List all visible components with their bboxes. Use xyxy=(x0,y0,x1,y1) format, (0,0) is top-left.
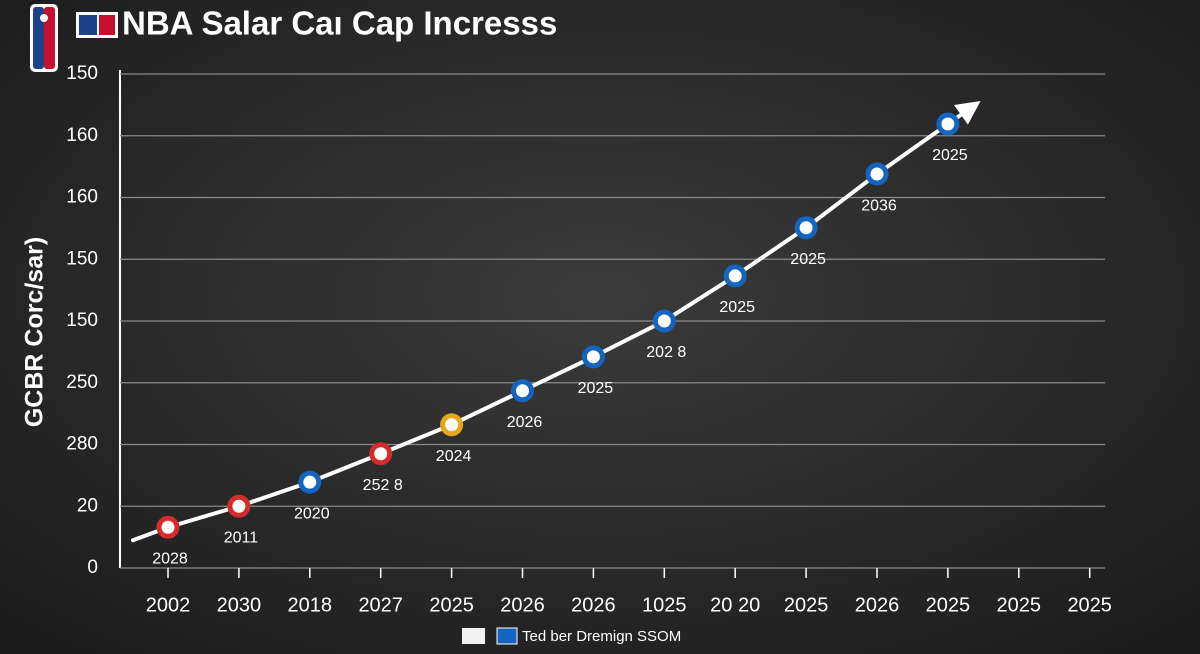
point-label: 2028 xyxy=(152,550,188,567)
x-tick-label: 2025 xyxy=(429,594,474,616)
legend-swatch-line xyxy=(462,628,485,644)
point xyxy=(369,442,393,466)
point-label: 2011 xyxy=(224,529,259,546)
x-tick-label: 2026 xyxy=(571,594,616,616)
point-label: 2024 xyxy=(436,448,472,465)
y-tick-label: 150 xyxy=(66,63,98,84)
y-tick-label: 250 xyxy=(66,372,98,393)
x-tick-label: 2025 xyxy=(926,594,971,616)
x-tick-label: 2018 xyxy=(288,594,333,616)
x-tick-label: 2027 xyxy=(358,594,403,616)
y-tick-label: 0 xyxy=(87,557,98,578)
arrow-head xyxy=(954,100,981,125)
point xyxy=(227,494,251,518)
point-label: 202 8 xyxy=(646,344,686,361)
x-tick-label: 2025 xyxy=(997,594,1042,616)
point-label: 2020 xyxy=(294,505,330,522)
chart-title: NBA Salar Caı Cap Incresss xyxy=(122,5,557,42)
point xyxy=(440,413,464,437)
point xyxy=(794,216,818,240)
x-tick-label: 2025 xyxy=(1067,594,1112,616)
y-axis-label: GCBR Corc/sar) xyxy=(21,237,49,427)
point-label: 2026 xyxy=(507,414,543,431)
y-tick-label: 150 xyxy=(66,310,98,331)
point-label: 2025 xyxy=(578,380,614,397)
point xyxy=(511,379,534,403)
point xyxy=(865,162,889,186)
point xyxy=(298,470,322,494)
x-tick-label: 2025 xyxy=(784,594,829,616)
point xyxy=(581,345,605,369)
x-tick-label: 20 20 xyxy=(710,594,760,616)
x-tick-label: 2002 xyxy=(146,594,191,616)
point xyxy=(723,264,747,288)
logo xyxy=(30,4,118,72)
point-label: 2025 xyxy=(719,299,755,316)
y-tick-label: 150 xyxy=(66,248,98,269)
x-tick-label: 2030 xyxy=(217,594,262,616)
point xyxy=(156,515,180,539)
point xyxy=(936,112,960,136)
y-tick-label: 280 xyxy=(66,434,98,455)
y-tick-label: 20 xyxy=(77,495,98,516)
legend: Ted ber Dremign SSOM xyxy=(462,627,681,645)
point-label: 2036 xyxy=(861,197,897,214)
legend-label: Ted ber Dremign SSOM xyxy=(522,628,681,645)
y-tick-label: 160 xyxy=(66,125,98,146)
y-tick-label: 160 xyxy=(66,187,98,208)
x-tick-label: 2026 xyxy=(500,594,545,616)
x-tick-label: 2026 xyxy=(855,594,900,616)
point-label: 252 8 xyxy=(363,477,403,494)
point-label: 2025 xyxy=(790,251,826,268)
point xyxy=(652,309,676,333)
legend-swatch xyxy=(496,627,518,645)
x-tick-label: 1025 xyxy=(642,594,687,616)
point-label: 2025 xyxy=(932,147,968,164)
line xyxy=(167,122,950,530)
